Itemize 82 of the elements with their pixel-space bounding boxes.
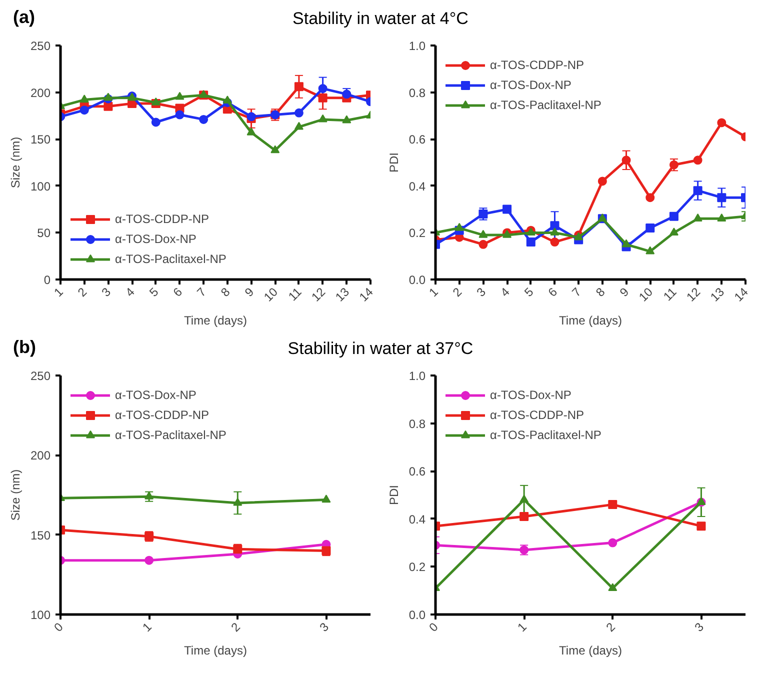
y-tick-label: 150 [30, 132, 51, 147]
y-tick-label: 0.2 [408, 560, 426, 574]
x-tick-label: 12 [308, 284, 328, 304]
x-tick-label: 2 [603, 620, 618, 635]
x-tick-label: 3 [316, 620, 332, 635]
chart-title: Stability in water at 4°C [292, 9, 468, 28]
x-tick-label: 8 [218, 284, 233, 300]
x-tick-label: 2 [75, 284, 90, 300]
x-tick-label: 5 [522, 284, 536, 300]
x-axis-title: Time (days) [559, 644, 622, 658]
y-tick-label: 50 [37, 226, 51, 240]
x-tick-label: 1 [514, 620, 530, 635]
y-axis-title: Size (nm) [8, 469, 22, 521]
y-tick-label: 200 [30, 86, 51, 100]
y-tick-label: 0.0 [408, 273, 426, 287]
x-tick-label: 10 [261, 284, 281, 304]
y-tick-label: 1.0 [408, 39, 426, 53]
legend-label: α-TOS-CDDP-NP [115, 408, 210, 422]
y-tick-label: 0.8 [408, 416, 426, 431]
x-tick-label: 9 [616, 284, 632, 300]
x-axis-title: Time (days) [559, 313, 622, 328]
y-tick-label: 0.4 [408, 179, 426, 194]
x-tick-label: 12 [684, 284, 704, 304]
y-tick-label: 0 [44, 273, 51, 287]
y-tick-label: 100 [30, 179, 51, 194]
legend-label: α-TOS-Paclitaxel-NP [490, 428, 602, 442]
x-tick-label: 4 [122, 284, 138, 300]
x-tick-label: 3 [474, 284, 489, 300]
y-tick-label: 250 [30, 39, 51, 53]
legend-label: α-TOS-CDDP-NP [490, 58, 584, 72]
legend-label: α-TOS-Paclitaxel-NP [490, 98, 602, 112]
legend-label: α-TOS-CDDP-NP [115, 212, 210, 226]
x-axis-title: Time (days) [184, 644, 247, 658]
x-tick-label: 7 [194, 284, 210, 300]
y-tick-label: 0.6 [408, 132, 426, 147]
x-tick-label: 3 [692, 620, 707, 635]
y-tick-label: 0.6 [408, 464, 426, 479]
y-tick-label: 1.0 [408, 369, 426, 383]
x-tick-label: 9 [242, 284, 257, 300]
x-tick-label: 1 [51, 284, 66, 300]
x-tick-label: 5 [146, 284, 162, 300]
legend-label: α-TOS-Paclitaxel-NP [115, 428, 226, 442]
legend-label: α-TOS-Dox-NP [115, 388, 196, 402]
x-tick-label: 0 [426, 620, 442, 635]
x-tick-label: 2 [450, 284, 465, 300]
x-tick-label: 2 [228, 620, 244, 635]
text: (b) [13, 336, 36, 359]
text: (a) [13, 6, 35, 29]
y-axis-title: PDI [386, 484, 401, 505]
chart-title: Stability in water at 37°C [288, 339, 474, 358]
y-tick-label: 200 [30, 448, 51, 463]
y-axis-title: Size (nm) [8, 136, 22, 188]
x-tick-label: 4 [498, 284, 513, 300]
y-tick-label: 150 [30, 528, 51, 542]
x-tick-label: 1 [426, 284, 442, 300]
x-tick-label: 8 [593, 284, 608, 300]
legend-label: α-TOS-Dox-NP [115, 232, 196, 246]
x-tick-label: 3 [98, 284, 114, 300]
x-tick-label: 6 [170, 284, 186, 300]
y-tick-label: 0.4 [408, 512, 426, 526]
x-tick-label: 13 [708, 284, 728, 304]
x-tick-label: 7 [569, 284, 584, 300]
legend-label: α-TOS-Dox-NP [490, 78, 572, 92]
legend-label: α-TOS-Dox-NP [490, 388, 572, 402]
legend-label: α-TOS-CDDP-NP [490, 408, 584, 422]
y-tick-label: 0.8 [408, 86, 426, 100]
y-tick-label: 0.2 [408, 226, 426, 240]
x-tick-label: 13 [332, 284, 352, 304]
x-tick-label: 14 [731, 284, 752, 304]
y-tick-label: 100 [30, 608, 51, 622]
y-axis-title: PDI [386, 152, 401, 172]
x-tick-label: 10 [636, 284, 656, 304]
x-tick-label: 0 [51, 620, 66, 635]
x-tick-label: 14 [356, 284, 376, 304]
x-tick-label: 1 [140, 620, 155, 635]
x-axis-title: Time (days) [184, 313, 247, 328]
x-tick-label: 6 [545, 284, 560, 300]
y-tick-label: 0.0 [408, 608, 426, 622]
x-tick-label: 11 [660, 284, 680, 304]
legend-label: α-TOS-Paclitaxel-NP [115, 252, 226, 266]
x-tick-label: 11 [286, 284, 304, 304]
y-tick-label: 250 [30, 369, 51, 383]
